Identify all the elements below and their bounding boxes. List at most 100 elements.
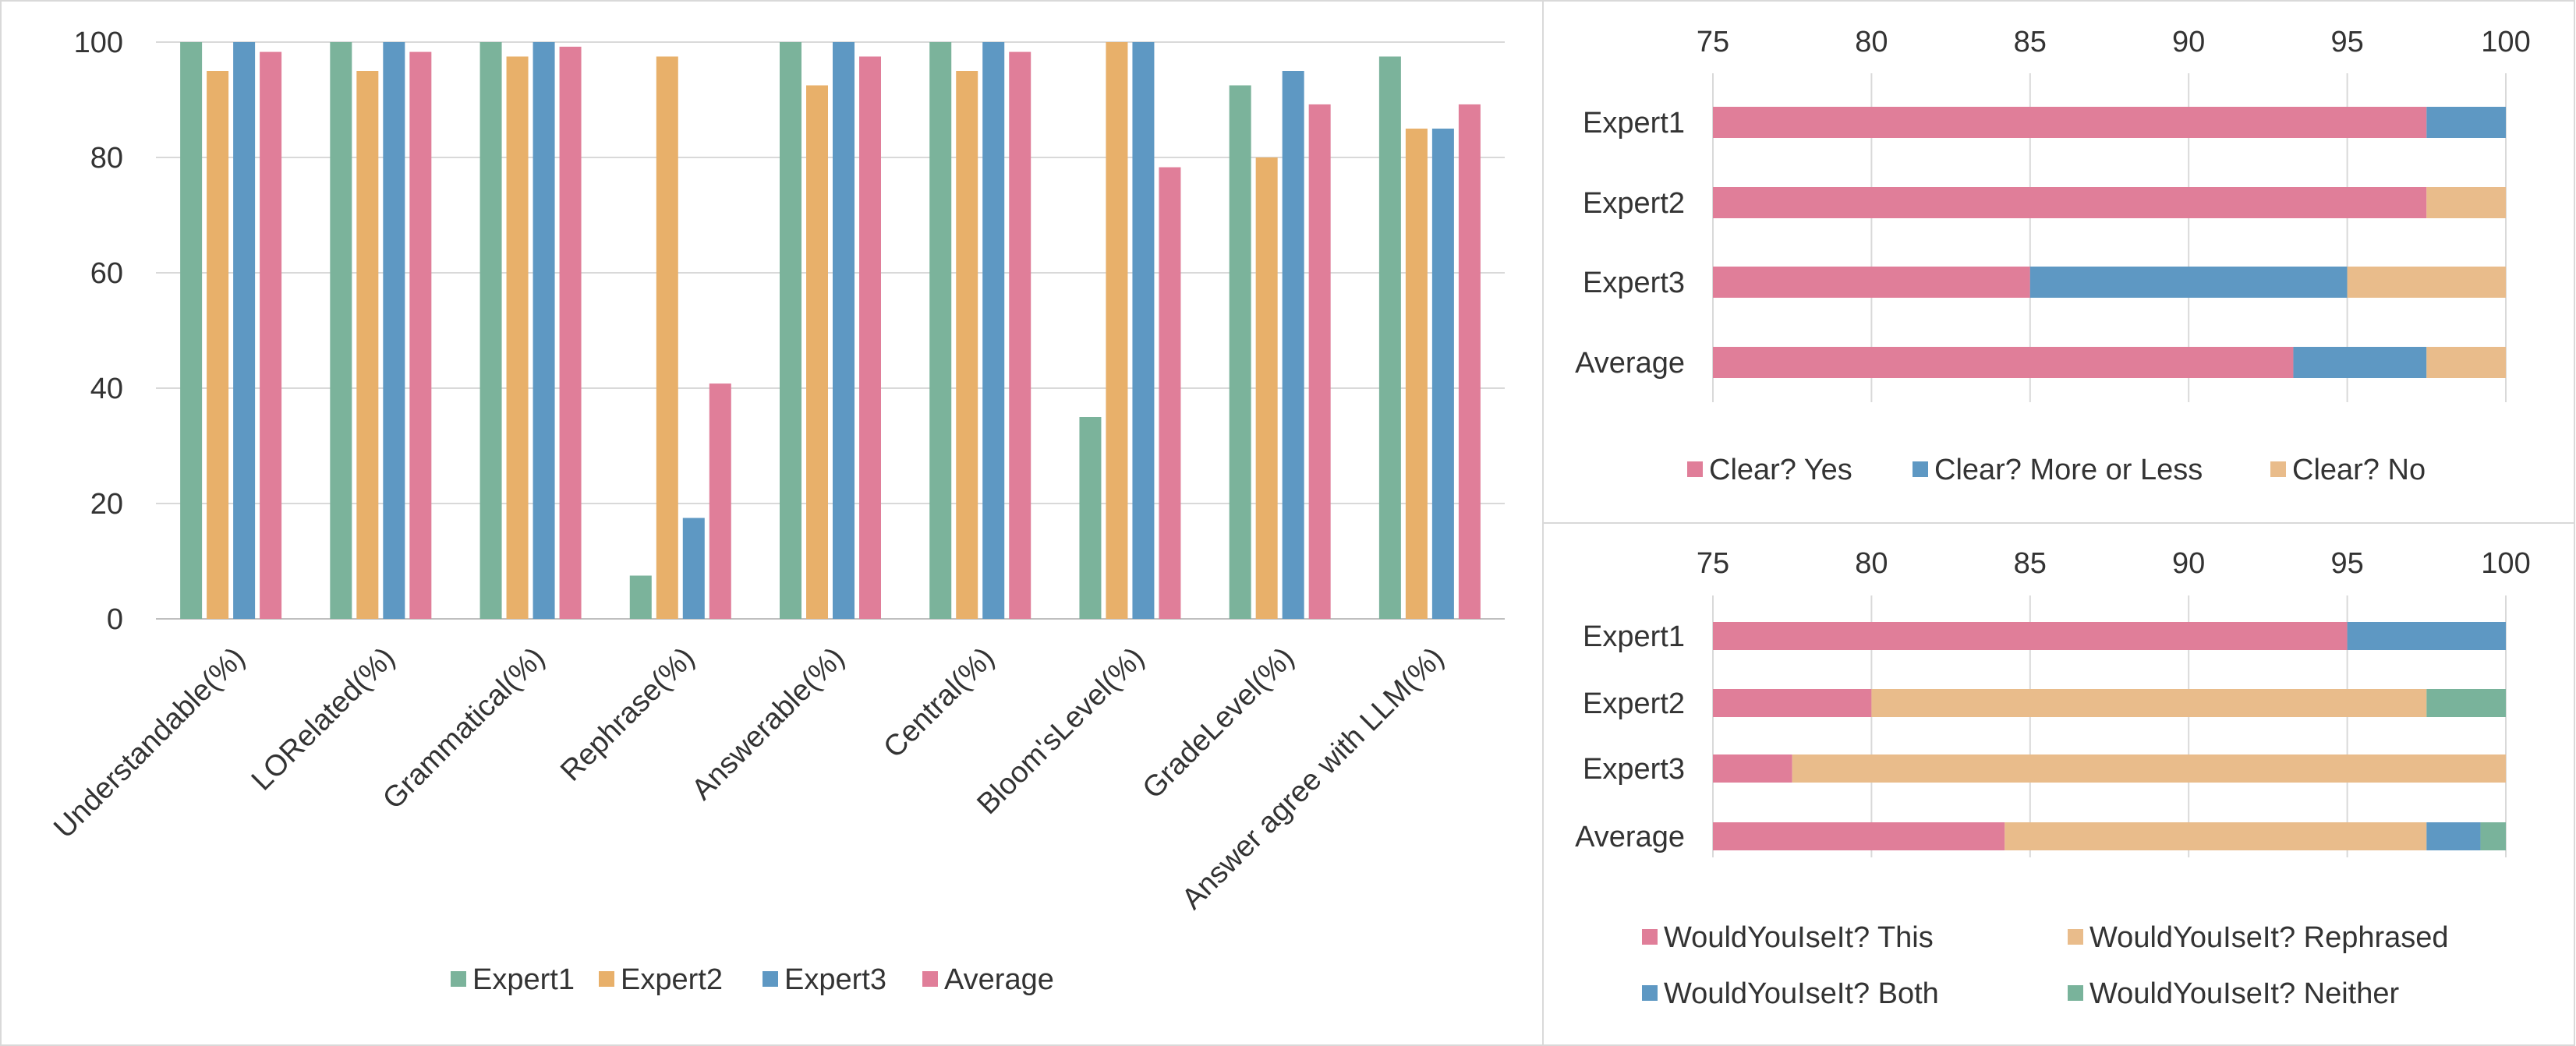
bar-clear-yes-expert2: [1713, 187, 2427, 218]
legend-label-wouldyouiseit-neither: WouldYouIseIt? Neither: [2089, 977, 2399, 1010]
y-tick-label: 0: [107, 603, 123, 636]
bar-wouldyouiseit-rephrased-expert2: [1871, 689, 2427, 717]
y-tick-label: 60: [90, 257, 123, 290]
bar-expert3-grammatical: [533, 42, 555, 619]
bar-expert2-lorelated: [356, 71, 379, 619]
bar-expert1-answer-agree-with-llm: [1378, 56, 1401, 619]
legend: Clear? Yes Clear? More or Less Clear? No: [1687, 454, 2426, 486]
legend-label-expert1: Expert1: [472, 963, 575, 996]
legend-swatch-expert1: [451, 971, 466, 987]
y-tick-label: Average: [1575, 821, 1685, 853]
legend-label-wouldyouiseit-rephrased: WouldYouIseIt? Rephrased: [2089, 921, 2449, 954]
bar-wouldyouiseit-both-average: [2426, 822, 2481, 850]
clear-chart-panel: [1542, 0, 2575, 524]
bar-expert3-rephrase: [682, 518, 705, 619]
y-tick-label: Expert3: [1583, 753, 1685, 786]
x-tick-label: 80: [1855, 547, 1888, 580]
bar-average-rephrase: [709, 383, 731, 619]
bar-clear-no-average: [2426, 347, 2506, 378]
y-tick-label: Expert1: [1583, 107, 1685, 140]
y-tick-label: 40: [90, 373, 123, 405]
x-tick-label: 95: [2330, 26, 2363, 58]
bar-wouldyouiseit-neither-expert2: [2426, 689, 2506, 717]
x-tick-label: 85: [2014, 547, 2047, 580]
bar-expert1-bloom-slevel: [1079, 417, 1102, 619]
y-tick-label: Expert2: [1583, 187, 1685, 220]
legend: Expert1 Expert2 Expert3 Average: [451, 963, 1054, 996]
bar-expert1-answerable: [780, 42, 801, 619]
y-tick-label: 100: [74, 27, 123, 59]
y-tick-label: 80: [90, 142, 123, 175]
bar-wouldyouiseit-neither-average: [2480, 822, 2506, 850]
bar-clear-yes-expert1: [1713, 107, 2427, 138]
legend-swatch-clear-no: [2270, 461, 2286, 477]
bar-expert2-understandable: [207, 71, 229, 619]
bar-expert3-gradelevel: [1282, 71, 1304, 619]
bar-clear-no-expert3: [2347, 267, 2506, 298]
bar-expert1-grammatical: [479, 42, 502, 619]
legend-swatch-clear-more-or-less: [1913, 461, 1928, 477]
bar-expert3-answer-agree-with-llm: [1431, 129, 1454, 619]
legend-label-clear-more-or-less: Clear? More or Less: [1934, 454, 2203, 486]
bar-wouldyouiseit-this-expert2: [1713, 689, 1872, 717]
legend-swatch-wouldyouiseit-neither: [2068, 985, 2083, 1001]
x-tick-label: 85: [2014, 26, 2047, 58]
would-use-chart-panel: [1542, 522, 2575, 1046]
bar-expert3-lorelated: [383, 42, 405, 619]
legend-swatch-expert2: [599, 971, 614, 987]
legend-swatch-wouldyouiseit-this: [1642, 929, 1658, 945]
bar-wouldyouiseit-this-expert3: [1713, 754, 1792, 783]
clear-stacked-bar-chart: 75 80 85 90 95 100 Expert1 Expert2 Expert3 Averag…: [1575, 26, 2531, 486]
y-tick-label: Average: [1575, 347, 1685, 380]
bar-clear-more-or-less-expert3: [2029, 267, 2348, 298]
bar-average-lorelated: [409, 51, 432, 619]
bar-expert2-gradelevel: [1255, 157, 1278, 619]
bar-clear-yes-expert3: [1713, 267, 2030, 298]
bar-clear-no-expert2: [2426, 187, 2506, 218]
bar-expert1-gradelevel: [1229, 85, 1251, 619]
x-tick-label: 90: [2172, 547, 2205, 580]
x-tick-label: 75: [1697, 26, 1729, 58]
bar-clear-more-or-less-average: [2293, 347, 2427, 378]
legend-label-average: Average: [944, 963, 1054, 996]
bar-expert3-understandable: [233, 42, 256, 619]
bar-expert1-rephrase: [629, 575, 652, 619]
bar-clear-yes-average: [1713, 347, 2294, 378]
x-tick-label: 75: [1697, 547, 1729, 580]
legend-swatch-expert3: [763, 971, 778, 987]
y-tick-label: Expert1: [1583, 620, 1685, 653]
legend: WouldYouIseIt? This WouldYouIseIt? Rephra…: [1642, 921, 2449, 1010]
bar-clear-more-or-less-expert1: [2426, 107, 2506, 138]
bar-expert2-answerable: [806, 85, 828, 619]
bar-wouldyouiseit-rephrased-average: [2005, 822, 2427, 850]
bar-expert1-central: [929, 42, 952, 619]
x-tick-label: 80: [1855, 26, 1888, 58]
legend-label-expert3: Expert3: [784, 963, 886, 996]
legend-label-wouldyouiseit-both: WouldYouIseIt? Both: [1664, 977, 1939, 1010]
x-tick-label: 90: [2172, 26, 2205, 58]
y-tick-label: Expert3: [1583, 267, 1685, 299]
legend-swatch-average: [922, 971, 938, 987]
bar-average-bloom-slevel: [1159, 167, 1181, 619]
bar-expert1-understandable: [180, 42, 203, 619]
bar-expert3-answerable: [833, 42, 855, 619]
bar-average-answerable: [859, 56, 881, 619]
legend-label-clear-no: Clear? No: [2292, 454, 2426, 486]
bar-expert1-lorelated: [330, 42, 352, 619]
bar-average-grammatical: [559, 46, 582, 620]
x-tick-label: 95: [2330, 547, 2363, 580]
bar-expert2-answer-agree-with-llm: [1405, 129, 1428, 619]
bar-expert3-bloom-slevel: [1132, 42, 1155, 619]
bar-average-gradelevel: [1308, 104, 1331, 620]
bar-expert2-rephrase: [656, 56, 678, 619]
bar-wouldyouiseit-rephrased-expert3: [1792, 754, 2506, 783]
bar-expert2-grammatical: [506, 56, 529, 619]
would-use-stacked-bar-chart: 75 80 85 90 95 100 Expert1 Expert2 Expert3 Averag…: [1575, 547, 2531, 1010]
legend-swatch-wouldyouiseit-rephrased: [2068, 929, 2083, 945]
legend-label-wouldyouiseit-this: WouldYouIseIt? This: [1664, 921, 1934, 954]
bar-expert2-bloom-slevel: [1106, 42, 1128, 619]
bar-expert2-central: [956, 71, 978, 619]
legend-swatch-clear-yes: [1687, 461, 1703, 477]
